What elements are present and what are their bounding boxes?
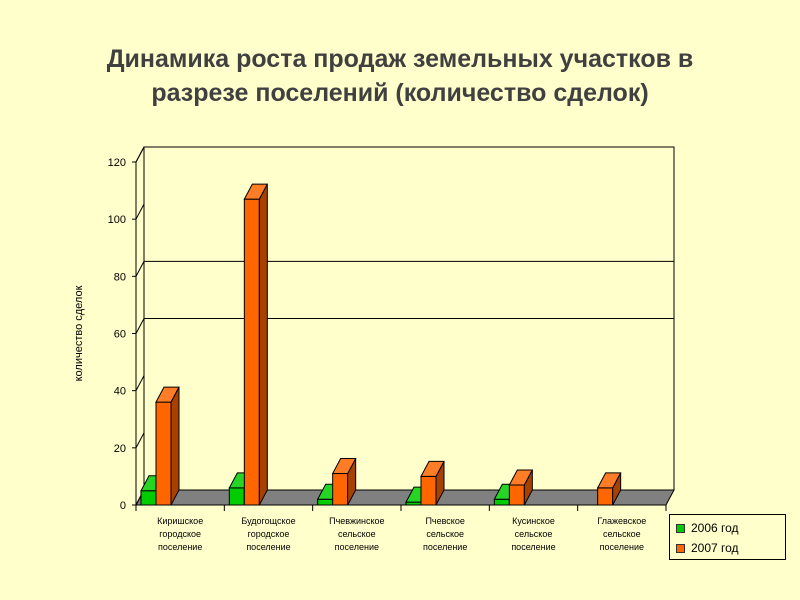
legend-swatch-2006 (676, 523, 685, 533)
x-category-label: сельское (426, 529, 464, 539)
bar-2007-год-side (170, 386, 180, 506)
bar-2006-год-front (140, 490, 157, 506)
y-tick-label: 20 (114, 443, 126, 455)
y-tick-label: 120 (108, 157, 126, 169)
x-category-label: городское (248, 529, 290, 539)
x-category-label: поселение (246, 542, 290, 552)
bar-2007-год-top (508, 469, 534, 486)
y-tick-mark (135, 203, 145, 220)
x-category-label: Киришское (157, 516, 203, 526)
bar-2007-год-top (155, 386, 180, 403)
bar-2007-год-top (243, 183, 269, 200)
x-category-label: поселение (511, 542, 555, 552)
chart-legend: 2006 год 2007 год (669, 514, 786, 560)
legend-item-2006: 2006 год (676, 521, 739, 535)
bar-2006-год-front (228, 487, 245, 506)
bar-2006-год-front (493, 498, 510, 506)
bar-2007-год-top (331, 458, 357, 475)
x-category-label: поселение (600, 542, 644, 552)
y-axis-label: количество сделок (73, 285, 85, 381)
x-category-label: Глажевское (597, 516, 646, 526)
x-category-label: Будогощское (241, 516, 295, 526)
chart-title-line-2: разрезе поселений (количество сделок) (151, 79, 649, 107)
y-tick-mark (135, 375, 145, 391)
x-category-label: Пчевское (425, 516, 464, 526)
x-category-label: городское (159, 529, 201, 539)
y-tick-label: 80 (114, 271, 126, 283)
x-category-label: сельское (338, 529, 376, 539)
y-tick-label: 40 (114, 386, 126, 398)
bar-2007-год-front (243, 198, 260, 506)
x-category-label: Кусинское (512, 516, 555, 526)
chart-title-line-1: Динамика роста продаж земельных участков… (106, 45, 694, 73)
bar-2007-год-front (155, 401, 172, 506)
bar-2007-год-front (597, 487, 614, 506)
x-category-label: поселение (423, 542, 467, 552)
bar-2007-год-side (258, 183, 268, 506)
legend-label-2007: 2007 год (691, 541, 739, 555)
y-tick-mark (135, 146, 145, 163)
x-category-label: сельское (515, 529, 553, 539)
chart-title: Динамика роста продаж земельных участков… (0, 42, 800, 110)
y-tick-mark (135, 432, 145, 449)
legend-swatch-2007 (676, 543, 685, 553)
bar-2007-год-front (508, 484, 525, 506)
y-tick-label: 100 (108, 214, 126, 226)
bar-2007-год-front (420, 475, 437, 506)
bar-2007-год-top (596, 472, 622, 489)
y-tick-label: 0 (120, 500, 126, 512)
bar-2007-год-top (420, 460, 445, 477)
y-tick-mark (135, 318, 145, 334)
legend-label-2006: 2006 год (691, 521, 739, 535)
y-tick-mark (135, 261, 145, 277)
legend-item-2007: 2007 год (676, 541, 739, 555)
x-category-label: поселение (335, 542, 379, 552)
x-category-label: поселение (158, 542, 202, 552)
y-tick-label: 60 (114, 329, 126, 341)
bar-2006-год-front (317, 498, 334, 506)
chart-floor (135, 489, 675, 506)
bar-2007-год-front (332, 473, 349, 506)
x-category-label: сельское (603, 529, 641, 539)
x-category-label: Пчевжинское (329, 516, 384, 526)
